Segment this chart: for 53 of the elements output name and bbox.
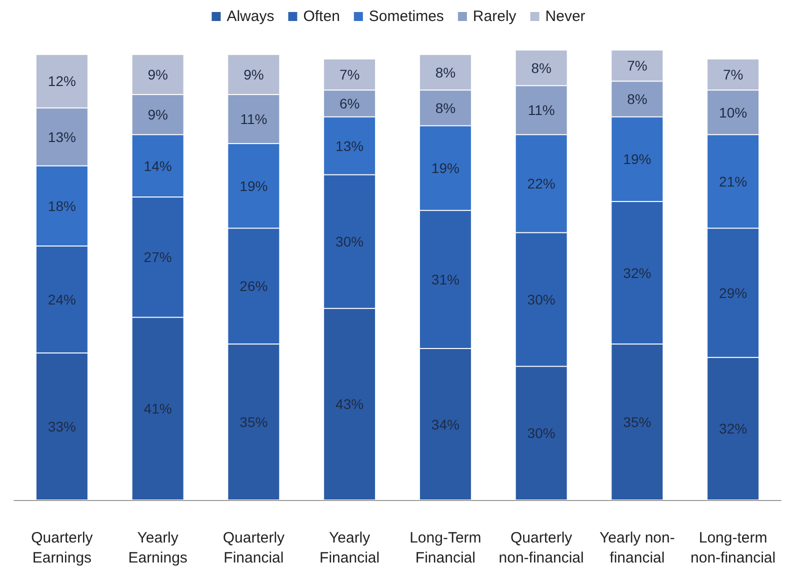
data-label: 11% <box>528 102 555 118</box>
data-label: 21% <box>719 173 748 190</box>
data-label: 41% <box>144 400 172 417</box>
data-label: 19% <box>240 178 268 194</box>
data-label: 9% <box>148 66 168 83</box>
legend-label: Never <box>545 8 586 25</box>
data-label: 30% <box>527 425 556 442</box>
data-label: 29% <box>719 284 748 301</box>
data-label: 9% <box>148 106 168 123</box>
x-tick-label: Long-Term Financial <box>410 530 482 566</box>
data-label: 8% <box>627 91 648 108</box>
data-label: 7% <box>339 66 360 83</box>
data-label: 30% <box>527 292 556 308</box>
data-label: 35% <box>623 414 652 430</box>
data-label: 8% <box>435 100 456 116</box>
data-label: 18% <box>48 198 76 214</box>
legend-label: Often <box>303 8 340 25</box>
x-tick-label: Yearly non- financial <box>600 530 675 566</box>
data-label: 8% <box>531 60 552 76</box>
x-tick-label: Yearly Financial <box>320 530 380 566</box>
x-tick-label: Quarterly non-financial <box>498 530 584 566</box>
data-label: 27% <box>144 249 172 266</box>
data-label: 8% <box>435 64 456 80</box>
data-label: 32% <box>623 264 652 281</box>
legend-label: Rarely <box>472 8 517 25</box>
data-label: 11% <box>240 111 268 128</box>
x-tick-label: Quarterly Financial <box>222 530 286 566</box>
data-label: 43% <box>336 396 364 412</box>
data-label: 32% <box>719 420 748 437</box>
legend-label: Always <box>226 8 274 25</box>
data-label: 30% <box>336 234 364 250</box>
data-label: 9% <box>244 66 264 83</box>
data-label: 6% <box>339 95 360 112</box>
data-label: 7% <box>722 66 744 83</box>
data-label: 10% <box>719 104 748 120</box>
data-label: 34% <box>431 416 460 432</box>
data-label: 35% <box>240 414 268 430</box>
data-label: 26% <box>240 278 268 294</box>
x-tick-label: Long-term non-financial <box>690 530 776 566</box>
data-label: 13% <box>336 138 364 154</box>
data-label: 24% <box>48 292 76 308</box>
legend-label: Sometimes <box>368 8 444 25</box>
data-label: 13% <box>48 128 76 145</box>
x-tick-label: Yearly Earnings <box>128 530 188 566</box>
x-tick-label: Quarterly Earnings <box>31 530 94 566</box>
data-label: 12% <box>48 73 76 90</box>
data-label: 14% <box>144 158 172 174</box>
data-label: 22% <box>527 176 556 192</box>
data-label: 7% <box>627 58 648 74</box>
data-label: 31% <box>431 271 460 288</box>
data-label: 33% <box>48 418 76 434</box>
data-label: 19% <box>623 151 652 168</box>
data-label: 19% <box>431 160 460 176</box>
